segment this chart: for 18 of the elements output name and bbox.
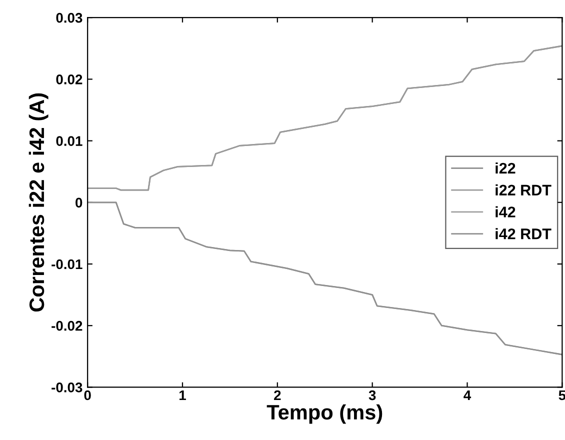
legend-label: i42 xyxy=(496,206,516,218)
y-tick-label: -0.02 xyxy=(52,320,82,331)
x-tick-label: 0 xyxy=(84,390,91,400)
y-tick-label: -0.01 xyxy=(52,259,82,270)
x-tick-label: 3 xyxy=(368,390,376,400)
legend-label: i22 RDT xyxy=(496,184,552,196)
x-tick-label: 1 xyxy=(180,390,186,400)
y-tick-label: -0.03 xyxy=(52,382,82,392)
y-tick-label: 0.03 xyxy=(56,12,82,23)
y-axis-title: Correntes i22 e i42 (A) xyxy=(28,93,48,312)
y-tick-label: 0.01 xyxy=(56,136,82,146)
legend-label: i22 xyxy=(496,162,516,174)
legend-label: i42 RDT xyxy=(496,228,552,240)
x-tick-label: 2 xyxy=(274,390,281,400)
y-tick-label: 0.02 xyxy=(56,74,82,84)
y-tick-label: 0 xyxy=(76,198,82,208)
x-axis-title: Tempo (ms) xyxy=(266,404,382,424)
x-tick-label: 4 xyxy=(464,390,472,400)
